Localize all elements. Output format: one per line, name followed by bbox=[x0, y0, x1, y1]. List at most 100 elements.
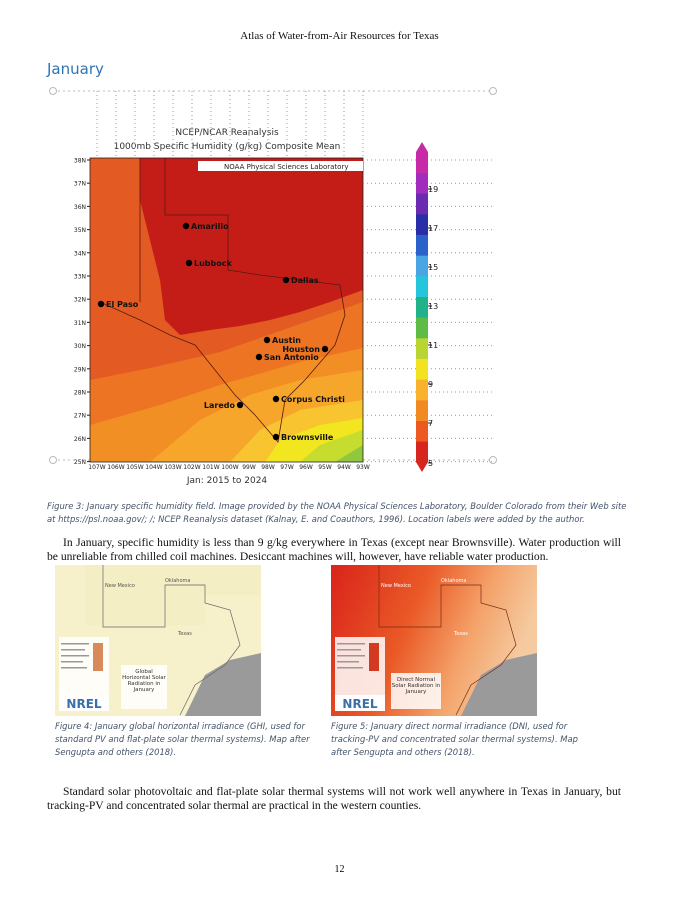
lat-label: 27N bbox=[74, 413, 86, 420]
city-label: Austin bbox=[272, 336, 301, 345]
map-period: Jan: 2015 to 2024 bbox=[186, 476, 268, 486]
map-label: Direct Normal Solar Radiation in January bbox=[391, 677, 441, 695]
city-dot bbox=[272, 433, 280, 441]
colorbar-segment bbox=[416, 400, 428, 421]
credit-box bbox=[198, 161, 363, 171]
map-credit: NOAA Physical Sciences Laboratory bbox=[224, 163, 348, 171]
humidity-map bbox=[90, 158, 363, 462]
lat-label: 26N bbox=[74, 436, 86, 443]
section-heading: January bbox=[47, 60, 104, 78]
city-label: Amarillo bbox=[191, 222, 229, 231]
lon-label: 104W bbox=[145, 464, 162, 471]
figure-4-caption: Figure 4: January global horizontal irra… bbox=[55, 721, 310, 757]
lon-label: 107W bbox=[88, 464, 105, 471]
colorbar-segment bbox=[416, 214, 428, 235]
lat-label: 25N bbox=[74, 459, 86, 466]
paragraph: Standard solar photovoltaic and flat-pla… bbox=[47, 785, 621, 812]
map-title: NCEP/NCAR Reanalysis bbox=[175, 128, 279, 138]
city-label: Corpus Christi bbox=[281, 395, 345, 404]
colorbar-label: 7 bbox=[428, 419, 433, 428]
city-label: San Antonio bbox=[264, 353, 319, 362]
colorbar-segment bbox=[416, 420, 428, 442]
lat-label: 37N bbox=[74, 181, 86, 188]
city-dot bbox=[255, 353, 263, 361]
lon-label: 102W bbox=[183, 464, 200, 471]
city-label: Houston bbox=[282, 345, 320, 354]
lat-label: 30N bbox=[74, 343, 86, 350]
colorbar-label: 17 bbox=[428, 224, 438, 233]
lon-label: 105W bbox=[126, 464, 143, 471]
lon-label: 100W bbox=[221, 464, 238, 471]
city-label: Brownsville bbox=[281, 433, 334, 442]
colorbar-cap bbox=[416, 462, 428, 472]
lat-label: 31N bbox=[74, 320, 86, 327]
colorbar-segment bbox=[416, 276, 428, 297]
lat-label: 35N bbox=[74, 227, 86, 234]
map-subtitle: 1000mb Specific Humidity (g/kg) Composit… bbox=[114, 142, 341, 152]
logo: NREL bbox=[66, 697, 101, 711]
lon-label: 96W bbox=[299, 464, 313, 471]
city-label: Dallas bbox=[291, 276, 319, 285]
lat-label: 32N bbox=[74, 297, 86, 304]
map-label: Global Horizontal Solar Radiation in Jan… bbox=[122, 669, 166, 693]
state-label: New Mexico bbox=[381, 583, 411, 589]
colorbar-label: 5 bbox=[428, 459, 433, 468]
colorbar-segment bbox=[416, 296, 428, 318]
state-label: Oklahoma bbox=[441, 578, 466, 584]
colorbar-segment bbox=[416, 193, 428, 215]
colorbar-segment bbox=[416, 172, 428, 194]
colorbar-cap bbox=[416, 142, 428, 152]
lon-label: 99W bbox=[242, 464, 256, 471]
lat-label: 33N bbox=[74, 274, 86, 281]
state-label: New Mexico bbox=[105, 583, 135, 589]
city-label: Laredo bbox=[204, 401, 236, 410]
figure-3-caption: Figure 3: January specific humidity fiel… bbox=[47, 501, 627, 524]
running-header: Atlas of Water-from-Air Resources for Te… bbox=[240, 30, 439, 42]
figure-5-caption: Figure 5: January direct normal irradian… bbox=[331, 721, 578, 757]
city-label: El Paso bbox=[106, 300, 139, 309]
lat-label: 36N bbox=[74, 204, 86, 211]
lon-labels: 107W 106W 105W 104W 103W 102W 101W 100W 99W 98W 97… bbox=[88, 91, 370, 471]
city-label: Lubbock bbox=[194, 259, 232, 268]
lat-label: 38N bbox=[74, 158, 86, 165]
state-label: Oklahoma bbox=[165, 578, 190, 584]
lon-label: 94W bbox=[337, 464, 351, 471]
city-dot bbox=[282, 276, 290, 284]
colorbar-label: 15 bbox=[428, 263, 438, 272]
colorbar-segment bbox=[416, 255, 428, 277]
lon-label: 97W bbox=[280, 464, 294, 471]
city-dot bbox=[236, 401, 244, 409]
colorbar-segment bbox=[416, 338, 428, 359]
state-label: Texas bbox=[453, 631, 468, 637]
lon-label: 98W bbox=[261, 464, 275, 471]
colorbar: 5 7 9 11 13 15 17 19 bbox=[416, 142, 438, 472]
city-dot bbox=[321, 345, 329, 353]
city-dot bbox=[97, 300, 105, 308]
lat-label: 29N bbox=[74, 366, 86, 373]
colorbar-segment bbox=[416, 317, 428, 339]
colorbar-segment bbox=[416, 358, 428, 380]
city-dot bbox=[182, 222, 190, 230]
city-dot bbox=[185, 259, 193, 267]
colorbar-label: 11 bbox=[428, 341, 438, 350]
colorbar-label: 19 bbox=[428, 185, 438, 194]
paragraph: In January, specific humidity is less th… bbox=[47, 536, 621, 563]
figure-5-map: New Mexico Oklahoma Texas NREL Direct No… bbox=[331, 565, 537, 716]
lat-label: 28N bbox=[74, 390, 86, 397]
lon-label: 101W bbox=[202, 464, 219, 471]
city-labels: Amarillo Lubbock Dallas El Paso AustinHousto… bbox=[97, 222, 345, 442]
colorbar-segment bbox=[416, 152, 428, 173]
state-label: Texas bbox=[177, 631, 192, 637]
figure-4-map: New Mexico Oklahoma Texas NREL Global Ho… bbox=[55, 565, 261, 716]
city-dot bbox=[263, 336, 271, 344]
logo: NREL bbox=[342, 697, 377, 711]
lat-label: 34N bbox=[74, 250, 86, 257]
lon-label: 93W bbox=[356, 464, 370, 471]
lon-label: 106W bbox=[107, 464, 124, 471]
colorbar-label: 9 bbox=[428, 380, 433, 389]
page-number: 12 bbox=[334, 864, 345, 875]
colorbar-label: 13 bbox=[428, 302, 438, 311]
colorbar-segment bbox=[416, 441, 428, 463]
colorbar-segment bbox=[416, 379, 428, 401]
lon-label: 95W bbox=[318, 464, 332, 471]
